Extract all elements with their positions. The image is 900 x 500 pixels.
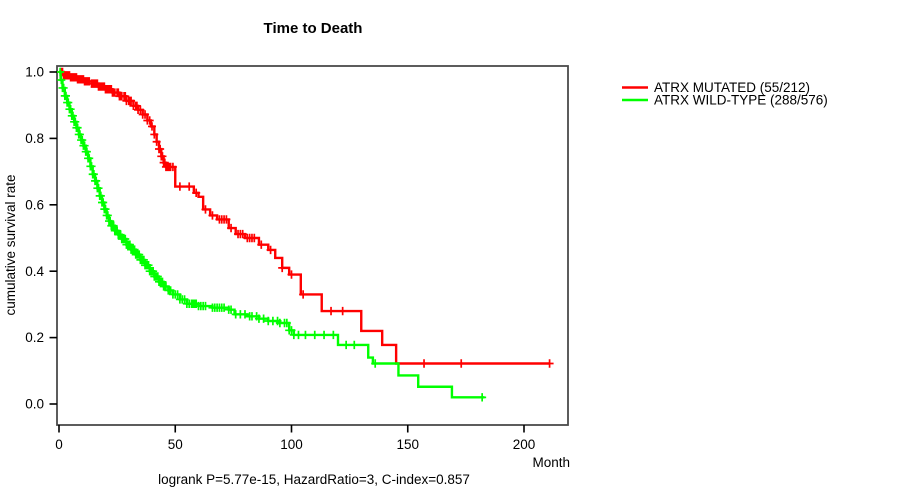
x-tick-label: 200 <box>513 437 536 452</box>
y-tick-label: 0.6 <box>25 197 44 212</box>
survival-curves <box>56 67 554 402</box>
y-tick-label: 0.8 <box>25 131 44 146</box>
x-axis-label: Month <box>532 455 570 470</box>
y-axis-ticks: 0.0 0.2 0.4 0.6 0.8 1.0 <box>25 65 57 412</box>
legend-entry-label: ATRX WILD-TYPE (288/576) <box>654 93 828 108</box>
y-tick-label: 0.0 <box>25 397 44 412</box>
legend: ATRX MUTATED (55/212)ATRX WILD-TYPE (288… <box>622 80 828 108</box>
x-tick-label: 0 <box>55 437 63 452</box>
x-tick-label: 100 <box>280 437 303 452</box>
footer-annotation: logrank P=5.77e-15, HazardRatio=3, C-ind… <box>158 472 470 487</box>
legend-entry-label: ATRX MUTATED (55/212) <box>654 80 810 95</box>
x-axis-ticks: 0 50 100 150 200 <box>55 425 535 452</box>
y-axis-label: cumulative survival rate <box>3 174 18 315</box>
x-tick-label: 150 <box>396 437 419 452</box>
y-tick-label: 0.2 <box>25 330 44 345</box>
x-tick-label: 50 <box>168 437 183 452</box>
mutated-curve <box>59 70 550 365</box>
y-tick-label: 1.0 <box>25 65 44 80</box>
plot-area-border <box>56 65 569 426</box>
y-tick-label: 0.4 <box>25 264 44 279</box>
mutated-censor-marks <box>57 67 554 368</box>
plot-title: Time to Death <box>264 20 363 37</box>
wildtype-censor-marks <box>56 67 487 402</box>
